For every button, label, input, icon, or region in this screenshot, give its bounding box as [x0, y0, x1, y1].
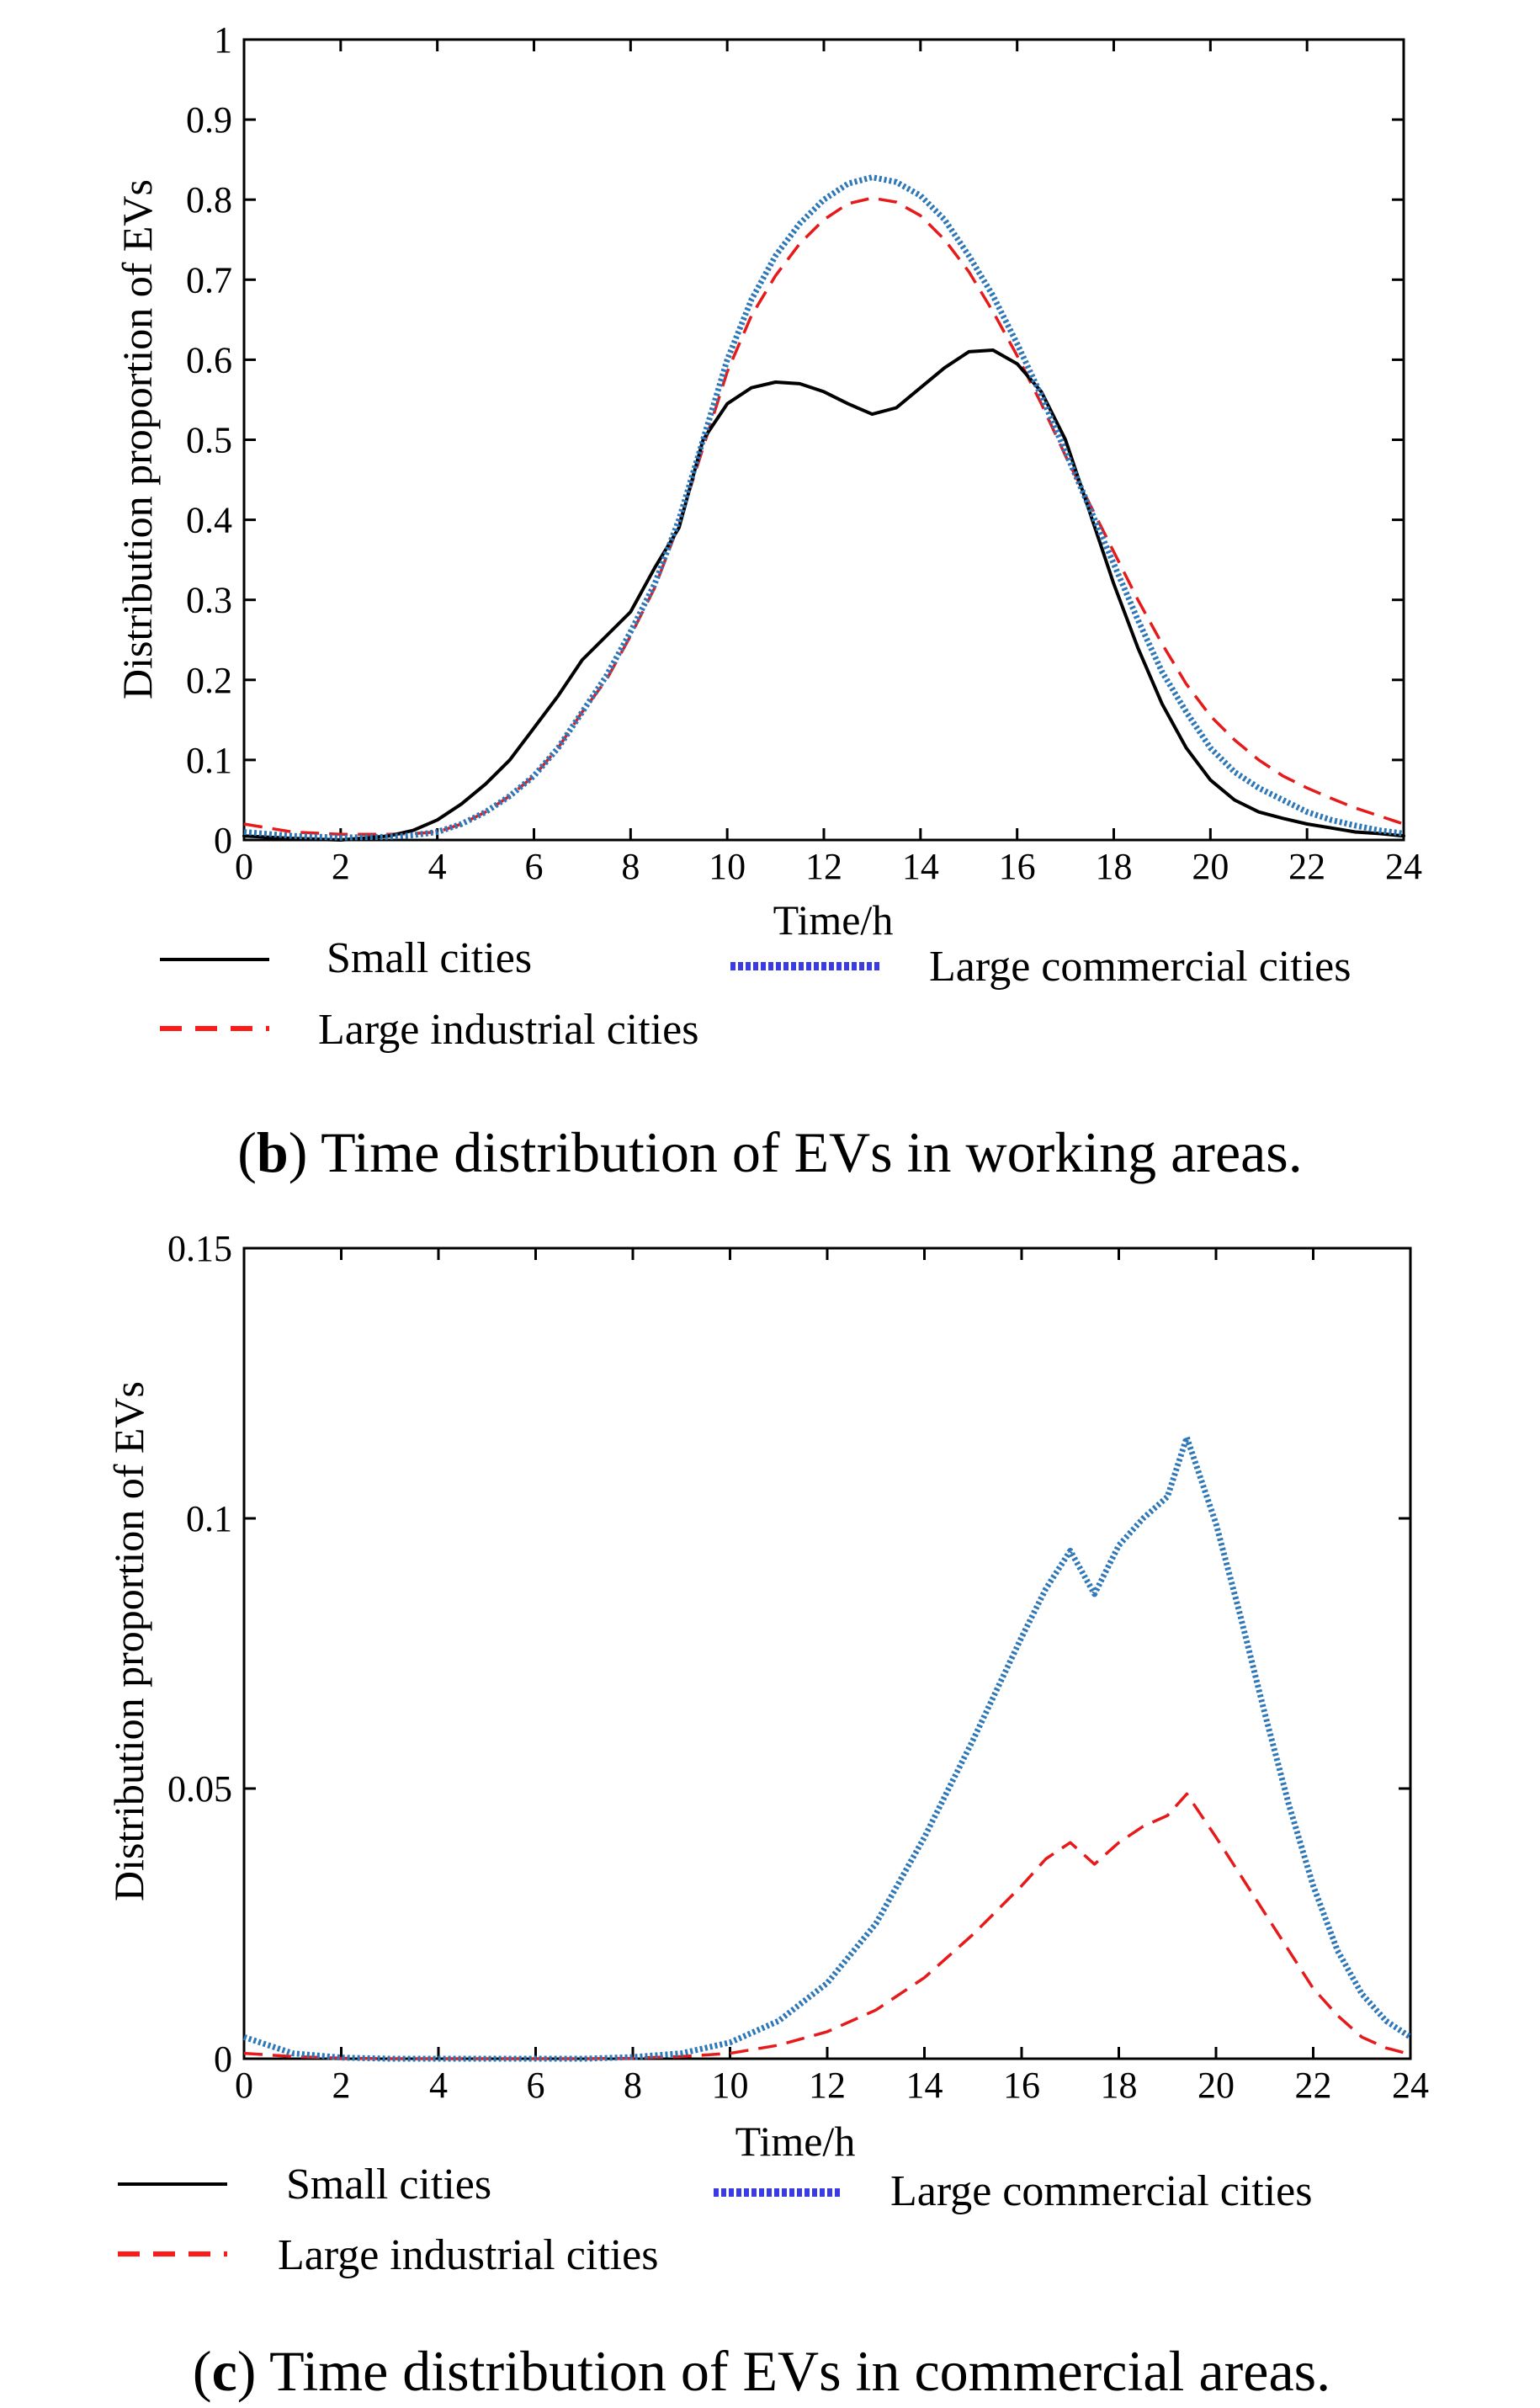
- chart-c-xtick-label-8: 16: [1003, 2065, 1040, 2106]
- chart-b-xtick-label-1: 2: [332, 846, 350, 887]
- chart-b-xtick-label-9: 18: [1096, 846, 1133, 887]
- chart-b-series-small-cities: [242, 348, 1405, 842]
- chart-b-xtick-label-6: 12: [805, 846, 842, 887]
- chart-b-ytick-label-3: 0.3: [186, 580, 232, 621]
- chart-b: 0 2 4 6 8 10 12 14 16 18 20 22 2400.10.20.30.40.50.6…: [114, 19, 1422, 1184]
- caption-b-text: Time distribution of EVs in working area…: [321, 1120, 1303, 1184]
- chart-b-series-large-commercial-cities: [243, 174, 1405, 841]
- chart-b-ytick-label-1: 0.1: [186, 740, 232, 781]
- caption-b: (b) Time distribution of EVs in working …: [237, 1120, 1303, 1184]
- caption-c-letter: c: [212, 2339, 237, 2403]
- chart-c-series-large-industrial-cities: [243, 1792, 1411, 2060]
- legend-b-label-commercial: Large commercial cities: [929, 943, 1351, 991]
- chart-b-xtick-label-5: 10: [709, 846, 746, 887]
- chart-c-ylabel: Distribution proportion of EVs: [105, 1381, 152, 1901]
- chart-c-legend: Small cities Large commercial cities Lar…: [118, 2161, 1312, 2279]
- chart-b-series-large-industrial-cities: [243, 196, 1405, 837]
- chart-c-series-large-commercial-cities: [242, 1434, 1412, 2062]
- chart-c-xlabel: Time/h: [735, 2118, 856, 2165]
- chart-c-xtick-label-0: 0: [235, 2065, 253, 2106]
- chart-c-xtick-label-6: 12: [809, 2065, 846, 2106]
- chart-b-ytick-label-5: 0.5: [186, 420, 232, 461]
- chart-c-ytick-label-0: 0: [214, 2039, 232, 2080]
- chart-b-ticks: 0 2 4 6 8 10 12 14 16 18 20 22 2400.10.20.30.40.50.6…: [186, 19, 1422, 887]
- chart-c-xtick-label-7: 14: [906, 2065, 943, 2106]
- chart-c-xtick-label-1: 2: [332, 2065, 351, 2106]
- legend-b-label-small: Small cities: [327, 934, 532, 982]
- chart-b-xtick-label-0: 0: [235, 846, 253, 887]
- chart-b-ytick-label-7: 0.7: [186, 259, 232, 300]
- chart-b-plot-frame: [242, 38, 1405, 842]
- chart-b-ylabel: Distribution proportion of EVs: [114, 179, 161, 699]
- chart-c-series: [242, 1434, 1412, 2062]
- chart-c-ytick-label-3: 0.15: [167, 1228, 232, 1269]
- chart-b-ytick-label-2: 0.2: [186, 660, 232, 701]
- legend-c-label-small: Small cities: [286, 2161, 491, 2209]
- chart-c-xtick-label-10: 20: [1197, 2065, 1235, 2106]
- chart-b-xtick-label-7: 14: [902, 846, 939, 887]
- chart-c-xtick-label-4: 8: [624, 2065, 642, 2106]
- chart-c-xtick-label-5: 10: [712, 2065, 749, 2106]
- chart-b-xlabel: Time/h: [773, 896, 894, 944]
- chart-b-xtick-label-12: 24: [1385, 846, 1422, 887]
- legend-c-label-commercial: Large commercial cities: [890, 2167, 1312, 2215]
- chart-b-xtick-label-11: 22: [1288, 846, 1325, 887]
- chart-c-xtick-label-12: 24: [1392, 2065, 1429, 2106]
- chart-c-xtick-label-9: 18: [1101, 2065, 1138, 2106]
- chart-b-xtick-label-3: 6: [525, 846, 544, 887]
- legend-c-label-industrial: Large industrial cities: [278, 2231, 658, 2279]
- chart-c-plot-frame: [242, 1247, 1412, 2060]
- chart-b-xtick-label-10: 20: [1192, 846, 1229, 887]
- chart-b-xtick-label-2: 4: [428, 846, 447, 887]
- chart-b-legend: Small cities Large commercial cities Lar…: [160, 934, 1351, 1054]
- chart-b-ytick-label-8: 0.8: [186, 179, 232, 221]
- caption-c: (c) Time distribution of EVs in commerci…: [193, 2339, 1330, 2403]
- legend-b-label-industrial: Large industrial cities: [318, 1006, 698, 1054]
- caption-b-letter: b: [257, 1120, 289, 1184]
- caption-c-text: Time distribution of EVs in commercial a…: [269, 2339, 1330, 2403]
- chart-b-ytick-label-0: 0: [214, 820, 232, 861]
- chart-c-xtick-label-2: 4: [429, 2065, 448, 2106]
- chart-b-xtick-label-8: 16: [999, 846, 1036, 887]
- chart-b-ytick-label-9: 0.9: [186, 99, 232, 141]
- chart-b-ytick-label-4: 0.4: [186, 500, 232, 541]
- chart-c-xtick-label-3: 6: [527, 2065, 545, 2106]
- chart-b-xtick-label-4: 8: [621, 846, 640, 887]
- chart-c-xtick-label-11: 22: [1295, 2065, 1332, 2106]
- chart-b-series: [242, 174, 1405, 842]
- chart-b-ytick-label-6: 0.6: [186, 339, 232, 380]
- chart-c-ytick-label-1: 0.05: [167, 1768, 232, 1810]
- chart-c-ytick-label-2: 0.1: [186, 1498, 232, 1539]
- chart-b-ytick-label-10: 1: [214, 19, 232, 61]
